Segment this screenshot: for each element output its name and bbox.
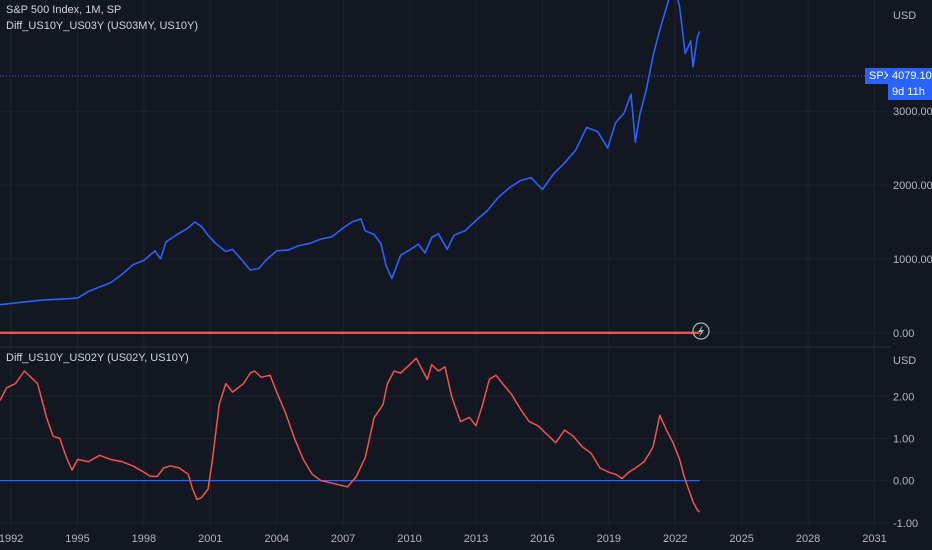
price-axis-bottom[interactable]: 2.00 1.00 0.00 -1.00: [893, 391, 918, 530]
spx-series[interactable]: [0, 0, 701, 306]
x-tick-label: 2016: [530, 533, 554, 545]
price-axis-top[interactable]: 0.00 1000.00 2000.00 3000.00: [893, 106, 932, 340]
x-tick-label: 1992: [0, 533, 23, 545]
y-tick-label: 0.00: [893, 328, 914, 340]
x-tick-label: 2013: [464, 533, 488, 545]
y-tick-label: 1000.00: [893, 254, 932, 266]
diff-us10y-us02y-series[interactable]: [0, 357, 701, 513]
grid: [0, 0, 890, 527]
axis-unit-top: USD: [893, 10, 916, 22]
time-axis[interactable]: 1992 1995 1998 2001 2004 2007 2010 2013 2016 2019…: [0, 533, 887, 545]
x-tick-label: 2028: [796, 533, 820, 545]
x-tick-label: 2022: [663, 533, 687, 545]
x-tick-label: 1998: [132, 533, 156, 545]
us10y-us02y-line[interactable]: [0, 357, 701, 513]
x-tick-label: 2001: [198, 533, 222, 545]
y-tick-label: 2.00: [893, 391, 914, 403]
lightning-icon[interactable]: [692, 322, 710, 340]
y-tick-label: 0.00: [893, 476, 914, 488]
spx-line[interactable]: [0, 0, 701, 306]
y-tick-label: -1.00: [893, 518, 918, 530]
bar-countdown-badge: 9d 11h: [888, 84, 932, 100]
symbol-badge: SPX: [865, 68, 896, 84]
chart-title[interactable]: S&P 500 Index, 1M, SP: [6, 4, 122, 16]
indicator-label-us02y[interactable]: Diff_US10Y_US02Y (US02Y, US10Y): [6, 352, 189, 364]
last-price-badge: 4079.10: [888, 68, 932, 84]
x-tick-label: 2025: [729, 533, 753, 545]
axis-unit-bottom: USD: [893, 355, 916, 367]
x-tick-label: 2031: [862, 533, 886, 545]
y-tick-label: 2000.00: [893, 180, 932, 192]
indicator-label-us03y[interactable]: Diff_US10Y_US03Y (US03MY, US10Y): [6, 20, 198, 32]
x-tick-label: 2007: [331, 533, 355, 545]
y-tick-label: 3000.00: [893, 106, 932, 118]
x-tick-label: 2010: [397, 533, 421, 545]
y-tick-label: 1.00: [893, 433, 914, 445]
x-tick-label: 1995: [65, 533, 89, 545]
x-tick-label: 2004: [264, 533, 288, 545]
x-tick-label: 2019: [597, 533, 621, 545]
